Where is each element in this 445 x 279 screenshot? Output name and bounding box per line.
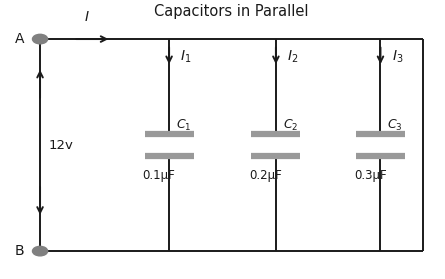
Text: A: A — [15, 32, 24, 46]
Text: Capacitors in Parallel: Capacitors in Parallel — [154, 4, 309, 19]
Text: 0.2μF: 0.2μF — [249, 169, 282, 182]
Text: $C_{2}\!$: $C_{2}\!$ — [283, 117, 298, 133]
Text: $I_{3}\!$: $I_{3}\!$ — [392, 49, 403, 65]
Text: 0.1μF: 0.1μF — [142, 169, 175, 182]
Text: $I_{1}\!$: $I_{1}\!$ — [180, 49, 191, 65]
Text: 12v: 12v — [49, 139, 74, 151]
Circle shape — [32, 34, 48, 44]
Text: 0.3μF: 0.3μF — [354, 169, 386, 182]
Text: I: I — [85, 10, 89, 24]
Text: $C_{3}\!$: $C_{3}\!$ — [387, 117, 403, 133]
Text: $C_{1}\!$: $C_{1}\!$ — [176, 117, 191, 133]
Circle shape — [32, 246, 48, 256]
Text: B: B — [15, 244, 24, 258]
Text: $I_{2}\!$: $I_{2}\!$ — [287, 49, 298, 65]
